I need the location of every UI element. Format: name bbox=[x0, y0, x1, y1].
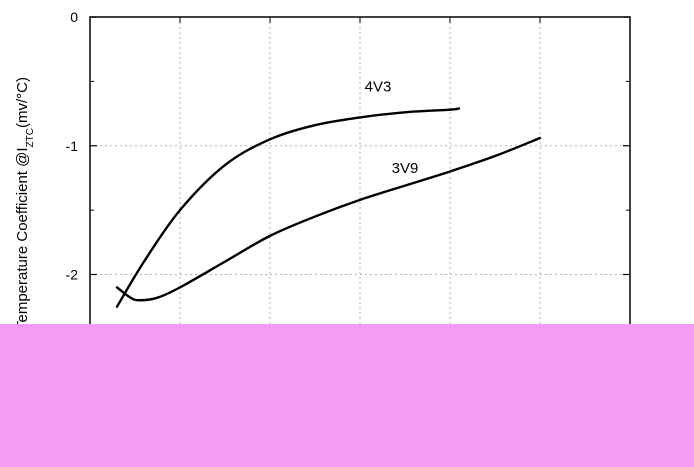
y-axis-label-sub: ZTC bbox=[25, 128, 36, 147]
label-group: 4V3 3V9 bbox=[365, 79, 419, 177]
grid-lines bbox=[90, 16, 630, 326]
axis-ticks: 0 -1 -2 bbox=[66, 9, 630, 283]
series-group bbox=[115, 107, 542, 308]
series-line-4V3 bbox=[115, 107, 461, 308]
y-tick-label-1: -1 bbox=[66, 138, 79, 154]
y-axis-label-unit: (mv/°C) bbox=[14, 77, 31, 128]
y-axis-label: Temperature Coefficient @IZTC(mv/°C) bbox=[14, 77, 36, 330]
series-label-4V3: 4V3 bbox=[365, 79, 392, 96]
y-axis-label-main: Temperature Coefficient @I bbox=[14, 147, 31, 330]
overlay-block-main bbox=[0, 324, 694, 467]
y-tick-label-2: -2 bbox=[66, 267, 79, 283]
y-tick-label-0: 0 bbox=[70, 9, 78, 25]
series-label-3V9: 3V9 bbox=[392, 160, 419, 177]
series-line-3V9 bbox=[115, 136, 542, 302]
